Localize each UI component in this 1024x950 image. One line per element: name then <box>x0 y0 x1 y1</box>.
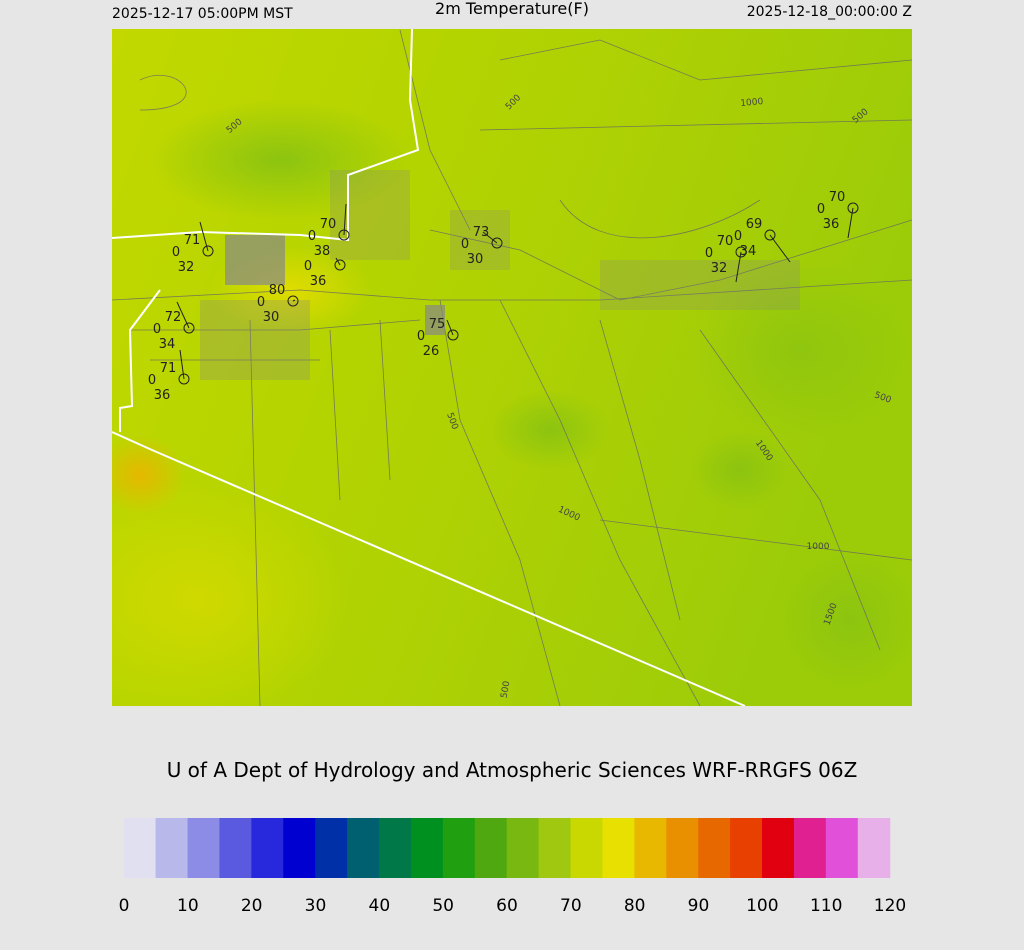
colorbar-tick-label: 110 <box>810 896 842 916</box>
station-dewpoint: 34 <box>159 337 176 352</box>
colorbar-swatch <box>666 818 699 878</box>
contour-label: 500 <box>500 680 513 699</box>
colorbar-tick-label: 120 <box>874 896 906 916</box>
station-temperature: 75 <box>429 317 446 332</box>
station-circle <box>735 246 747 258</box>
colorbar-tick-label: 60 <box>496 896 518 916</box>
contour-label: 1000 <box>740 97 764 109</box>
station-temperature: 80 <box>269 283 286 298</box>
colorbar-swatch <box>857 818 891 878</box>
colorbar-swatch <box>634 818 667 878</box>
station-temperature: 70 <box>829 190 846 205</box>
station-wind: 0 <box>705 246 713 261</box>
station-dewpoint: 36 <box>310 274 327 289</box>
station-wind: 0 <box>304 259 312 274</box>
colorbar-swatch <box>219 818 252 878</box>
colorbar-swatch <box>538 818 572 878</box>
colorbar-swatch <box>793 818 827 878</box>
colorbar-tick-label: 0 <box>119 896 130 916</box>
colorbar-swatch <box>442 818 476 878</box>
colorbar-swatch <box>730 818 763 878</box>
colorbar-swatch <box>825 818 859 878</box>
station-circle <box>202 245 214 257</box>
colorbar-tick-label: 40 <box>369 896 391 916</box>
colorbar-tick-label: 20 <box>241 896 263 916</box>
temperature-field <box>112 29 912 706</box>
wind-barb <box>446 319 454 336</box>
colorbar: 0 10 20 30 40 50 60 70 80 90 100 110 120 <box>119 818 906 916</box>
header-title: 2m Temperature(F) <box>435 0 589 18</box>
colorbar-tick-label: 80 <box>624 896 646 916</box>
colorbar-swatch <box>570 818 604 878</box>
station-wind: 0 <box>172 245 180 260</box>
colorbar-swatch <box>410 818 444 878</box>
station-temperature: 70 <box>717 234 734 249</box>
colorbar-swatch <box>155 818 189 878</box>
wind-barb <box>335 257 341 266</box>
station-circle <box>491 237 503 249</box>
station-wind: 0 <box>734 229 742 244</box>
colorbar-swatch <box>762 818 795 878</box>
station-wind: 0 <box>257 295 265 310</box>
station-circle <box>447 329 459 341</box>
station-dewpoint: 36 <box>823 217 840 232</box>
colorbar-tick-label: 70 <box>560 896 582 916</box>
colorbar-tick-label: 10 <box>177 896 199 916</box>
colorbar-tick-label: 90 <box>688 896 710 916</box>
colorbar-swatch <box>474 818 508 878</box>
station-dewpoint: 34 <box>740 244 757 259</box>
colorbar-swatch <box>315 818 348 878</box>
station-wind: 0 <box>308 229 316 244</box>
colorbar-swatch <box>379 818 412 878</box>
colorbar-swatch <box>602 818 635 878</box>
station-circle <box>338 229 350 241</box>
station-dewpoint: 38 <box>314 244 331 259</box>
station-plots: 7103270038036800307203471036730307502670… <box>148 190 859 403</box>
credit: U of A Dept of Hydrology and Atmospheric… <box>167 758 858 782</box>
colorbar-swatch <box>123 818 157 878</box>
station-temperature: 71 <box>184 233 201 248</box>
station-temperature: 71 <box>160 361 177 376</box>
station-circle <box>287 295 299 307</box>
station-dewpoint: 32 <box>711 261 728 276</box>
station-dewpoint: 30 <box>467 252 484 267</box>
station-wind: 0 <box>148 373 156 388</box>
colorbar-swatch <box>506 818 540 878</box>
colorbar-swatch <box>283 818 316 878</box>
station-temperature: 70 <box>320 217 337 232</box>
header-right: 2025-12-18_00:00:00 Z <box>747 4 912 20</box>
station-dewpoint: 32 <box>178 260 195 275</box>
colorbar-tick-label: 50 <box>432 896 454 916</box>
colorbar-tick-label: 30 <box>305 896 327 916</box>
colorbar-swatch <box>187 818 221 878</box>
station-wind: 0 <box>417 329 425 344</box>
wind-barb <box>292 299 296 302</box>
contour-label: 1000 <box>807 542 830 552</box>
station-dewpoint: 26 <box>423 344 440 359</box>
station-temperature: 73 <box>473 225 490 240</box>
colorbar-swatch <box>698 818 731 878</box>
station-wind: 0 <box>153 322 161 337</box>
station-dewpoint: 36 <box>154 388 171 403</box>
station-circle <box>334 259 346 271</box>
station-circle <box>178 373 190 385</box>
station-circle <box>183 322 195 334</box>
station-temperature: 69 <box>746 217 763 232</box>
header-left: 2025-12-17 05:00PM MST <box>112 6 293 22</box>
colorbar-swatch <box>347 818 380 878</box>
station-wind: 0 <box>461 237 469 252</box>
wind-barb <box>769 234 791 263</box>
station-circle <box>847 202 859 214</box>
station-temperature: 72 <box>165 310 182 325</box>
station-circle <box>764 229 776 241</box>
station-dewpoint: 30 <box>263 310 280 325</box>
station-wind: 0 <box>817 202 825 217</box>
colorbar-tick-label: 100 <box>746 896 778 916</box>
wind-barb <box>482 231 498 244</box>
colorbar-swatch <box>251 818 284 878</box>
